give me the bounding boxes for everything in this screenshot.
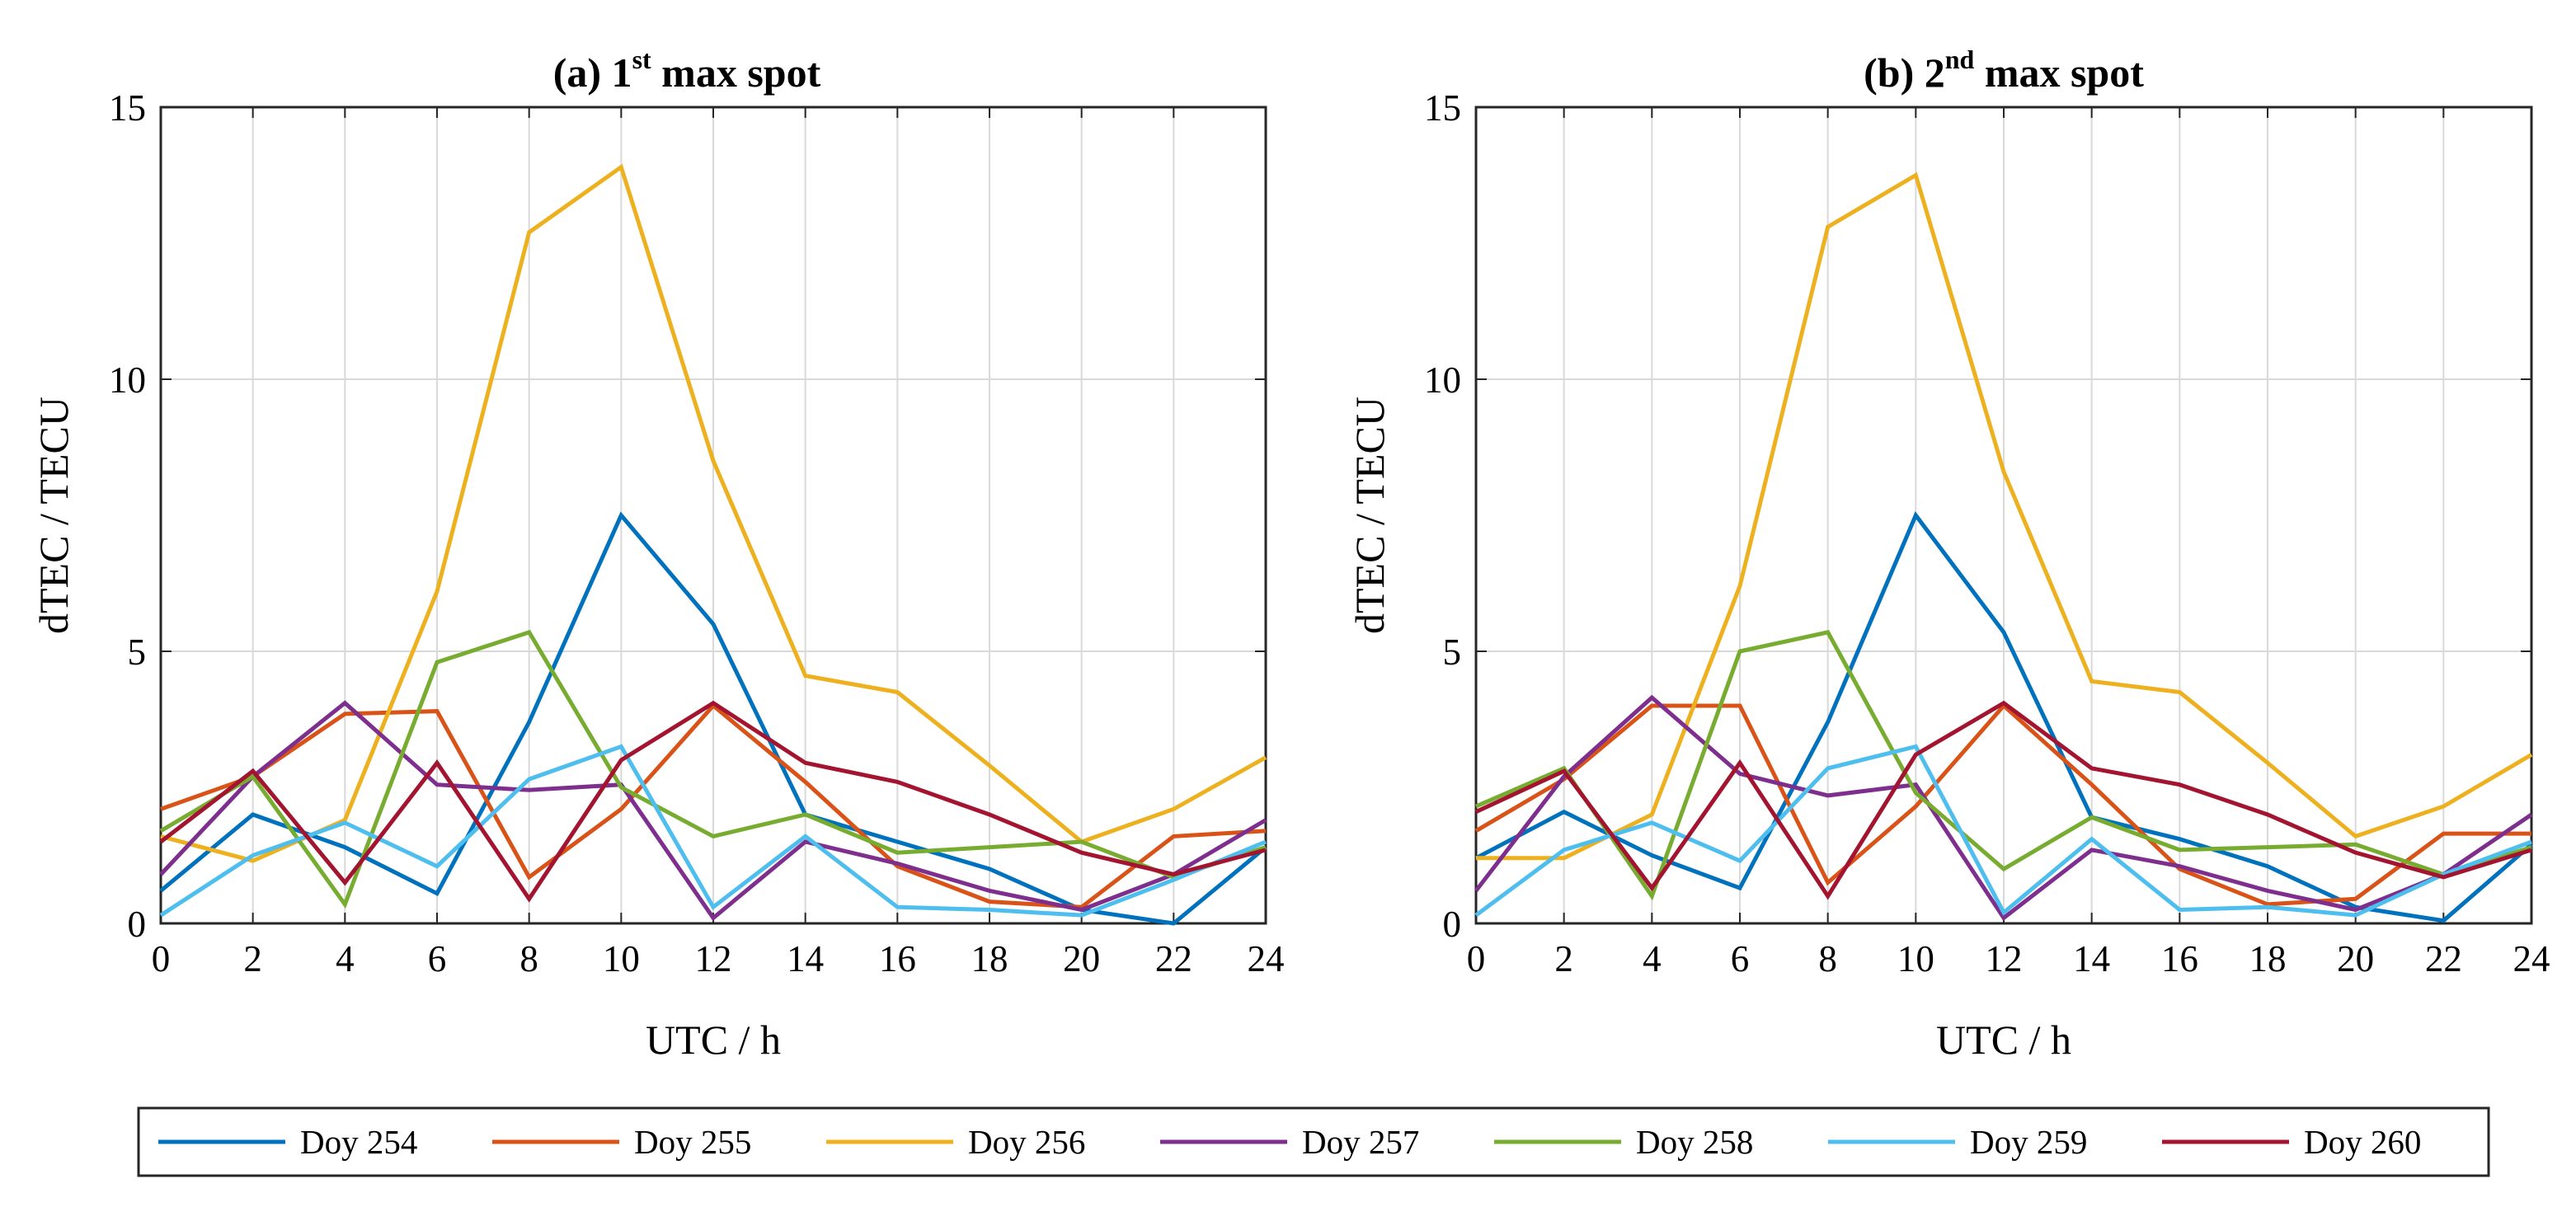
series-line-doy-259-a — [159, 744, 1267, 918]
x-tick-label: 10 — [603, 938, 640, 979]
series-line-doy-259-b — [1474, 744, 2532, 918]
x-tick-label: 6 — [428, 938, 447, 979]
x-axis-label-b: UTC / h — [1936, 1017, 2071, 1063]
x-tick-label: 12 — [695, 938, 732, 979]
legend-item-doy-260: Doy 260 — [2162, 1123, 2421, 1161]
x-tick-label: 4 — [336, 938, 355, 979]
y-axis-label-a: dTEC / TECU — [31, 397, 77, 634]
x-tick-label: 2 — [243, 938, 262, 979]
x-tick-label: 14 — [787, 938, 824, 979]
legend-item-doy-255: Doy 255 — [492, 1123, 751, 1161]
series-line-doy-254-b — [1474, 511, 2533, 923]
x-tick-label: 18 — [2249, 938, 2287, 979]
y-tick-label: 0 — [1443, 904, 1462, 945]
legend-item-doy-258: Doy 258 — [1494, 1123, 1753, 1161]
chart-title-a: (a) 1st max spot — [553, 45, 821, 96]
x-tick-label: 22 — [2425, 938, 2462, 979]
y-tick-label: 15 — [1424, 87, 1461, 129]
y-axis-label-b: dTEC / TECU — [1347, 397, 1393, 634]
x-tick-label: 4 — [1643, 938, 1662, 979]
y-tick-label: 15 — [109, 87, 146, 129]
x-tick-label: 20 — [2337, 938, 2374, 979]
legend-item-doy-254: Doy 254 — [158, 1123, 417, 1161]
series-line-doy-258-b — [1475, 630, 2532, 901]
legend-label: Doy 256 — [968, 1123, 1085, 1161]
legend-item-doy-259: Doy 259 — [1828, 1123, 2087, 1161]
series-line-doy-260-b — [1474, 700, 2532, 900]
y-tick-label: 0 — [128, 904, 147, 945]
x-tick-label: 16 — [879, 938, 916, 979]
y-tick-label: 10 — [1424, 359, 1461, 401]
series-line-doy-257-b — [1474, 694, 2533, 922]
series-line-doy-258-a — [159, 629, 1267, 909]
legend-label: Doy 254 — [300, 1123, 417, 1161]
legend-label: Doy 258 — [1636, 1123, 1753, 1161]
series-line-doy-256-b — [1476, 171, 2533, 861]
series-line-doy-260-a — [159, 700, 1267, 903]
x-tick-label: 12 — [1986, 938, 2023, 979]
chart-title-b: (b) 2nd max spot — [1864, 45, 2144, 96]
series-line-doy-257-a — [159, 700, 1267, 922]
x-tick-label: 18 — [971, 938, 1008, 979]
x-tick-label: 2 — [1554, 938, 1573, 979]
series-line-doy-255-b — [1474, 702, 2531, 907]
chart-panel-b: (b) 2nd max spot 0 2 4 6 8 10 12 14 16 18 20 22 2405… — [1347, 45, 2550, 1063]
x-tick-label: 24 — [1248, 938, 1285, 979]
x-tick-label: 8 — [519, 938, 538, 979]
legend-label: Doy 260 — [2304, 1123, 2421, 1161]
y-tick-label: 5 — [128, 632, 147, 673]
x-tick-label: 0 — [1467, 938, 1486, 979]
legend-item-doy-257: Doy 257 — [1160, 1123, 1419, 1161]
x-tick-label: 14 — [2073, 938, 2110, 979]
legend: Doy 254 Doy 255 Doy 256 Doy 257 Doy 258 Doy 2… — [137, 1106, 2490, 1177]
x-tick-label: 10 — [1897, 938, 1934, 979]
y-tick-label: 5 — [1443, 632, 1462, 673]
x-tick-label: 0 — [152, 938, 171, 979]
x-tick-label: 20 — [1063, 938, 1100, 979]
y-tick-label: 10 — [109, 359, 146, 401]
x-tick-label: 6 — [1731, 938, 1750, 979]
legend-label: Doy 255 — [634, 1123, 751, 1161]
legend-label: Doy 257 — [1302, 1123, 1419, 1161]
legend-item-doy-256: Doy 256 — [826, 1123, 1085, 1161]
series-line-doy-255-a — [160, 702, 1267, 909]
x-tick-label: 16 — [2161, 938, 2198, 979]
x-tick-label: 22 — [1155, 938, 1192, 979]
chart-panel-a: (a) 1st max spot 0 2 4 6 8 10 12 14 16 18 20 22 2405… — [31, 45, 1285, 1063]
x-axis-label-a: UTC / h — [646, 1017, 781, 1063]
legend-label: Doy 259 — [1970, 1123, 2087, 1161]
x-tick-label: 24 — [2513, 938, 2550, 979]
x-tick-label: 8 — [1818, 938, 1837, 979]
